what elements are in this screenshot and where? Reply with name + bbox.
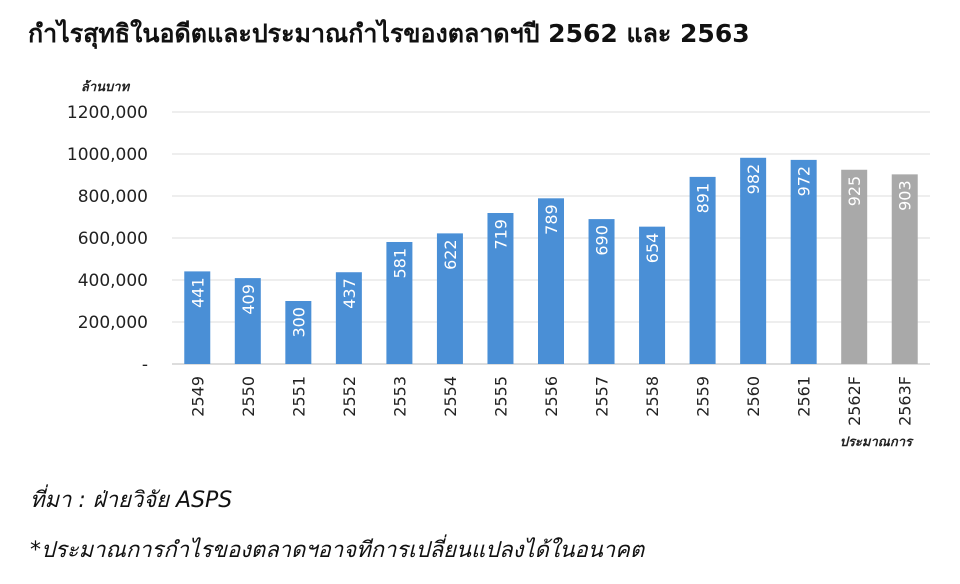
x-tick-label: 2551: [289, 376, 308, 417]
y-tick-label: 1200,000: [67, 103, 148, 123]
actual-bar: [184, 271, 211, 364]
x-tick-label: 2557: [593, 376, 612, 417]
x-tick-label: 2558: [643, 376, 662, 417]
source-note: ที่มา : ฝ่ายวิจัย ASPS: [30, 488, 233, 513]
bar-value-label: 982: [744, 164, 763, 195]
x-tick-label: 2562F: [845, 376, 864, 426]
actual-bar: [335, 272, 362, 364]
bar-value-label: 441: [188, 277, 207, 308]
x-tick-label: 2549: [188, 376, 207, 417]
y-tick-label: 200,000: [78, 313, 148, 333]
x-tick-label: 2552: [340, 376, 359, 417]
profit-bar-chart: - 200,000 400,000 600,000 800,000 1000,000 120…: [67, 79, 930, 450]
x-tick-label: 2559: [694, 376, 713, 417]
actual-bar: [436, 233, 463, 364]
actual-bar: [740, 157, 767, 364]
y-tick-label: 400,000: [78, 271, 148, 291]
bar-value-label: 972: [795, 166, 814, 197]
bar-value-label: 409: [239, 284, 258, 315]
x-tick-label: 2553: [390, 376, 409, 417]
bar-value-label: 903: [896, 180, 915, 211]
y-tick-label: 800,000: [78, 187, 148, 207]
actual-bar: [487, 213, 514, 364]
x-tick-label: 2554: [441, 376, 460, 417]
actual-bar: [588, 219, 615, 364]
x-tick-label: 2550: [239, 376, 258, 417]
x-tick-label: 2561: [795, 376, 814, 417]
bars: [184, 157, 918, 364]
bar-value-label: 925: [845, 176, 864, 207]
bar-value-label: 581: [390, 248, 409, 279]
bar-value-label: 654: [643, 233, 662, 264]
forecast-disclaimer: *ประมาณการกำไรของตลาดฯอาจทีการเปลี่ยนแปล…: [30, 538, 645, 563]
x-tick-label: 2560: [744, 376, 763, 417]
actual-bar: [538, 198, 564, 364]
forecast-bar: [841, 169, 868, 364]
x-tick-label: 2555: [491, 376, 510, 417]
y-tick-label: 1000,000: [67, 145, 148, 165]
actual-bar: [285, 301, 312, 364]
x-axis-ticks: 2549 2550 2551 2552 2553 2554 2555 2556 2557 2558…: [188, 376, 914, 426]
bar-data-labels: 441 409 300 437 581 622 719 789 690 654 891 982 972 9…: [188, 164, 914, 338]
x-tick-label: 2563F: [896, 376, 915, 426]
bar-value-label: 437: [340, 278, 359, 309]
bar-value-label: 891: [694, 183, 713, 214]
bar-value-label: 690: [593, 225, 612, 256]
bar-value-label: 622: [441, 239, 460, 270]
actual-bar: [790, 159, 817, 364]
actual-bar: [234, 278, 261, 364]
y-axis-label: ล้านบาท: [81, 79, 131, 95]
actual-bar: [386, 241, 413, 364]
y-tick-label: 600,000: [78, 229, 148, 249]
bar-value-label: 719: [491, 219, 510, 250]
actual-bar: [639, 226, 666, 364]
forecast-bar: [891, 174, 918, 364]
bar-value-label: 300: [289, 307, 308, 338]
y-axis-ticks: - 200,000 400,000 600,000 800,000 1000,000 120…: [67, 103, 148, 375]
bar-value-label: 789: [542, 204, 561, 235]
y-tick-label: -: [142, 355, 148, 375]
chart-title: กำไรสุทธิในอดีตและประมาณกำไรของตลาดฯปี 2…: [28, 19, 750, 48]
x-axis-label: ประมาณการ: [840, 435, 914, 450]
x-tick-label: 2556: [542, 376, 561, 417]
actual-bar: [689, 176, 716, 364]
